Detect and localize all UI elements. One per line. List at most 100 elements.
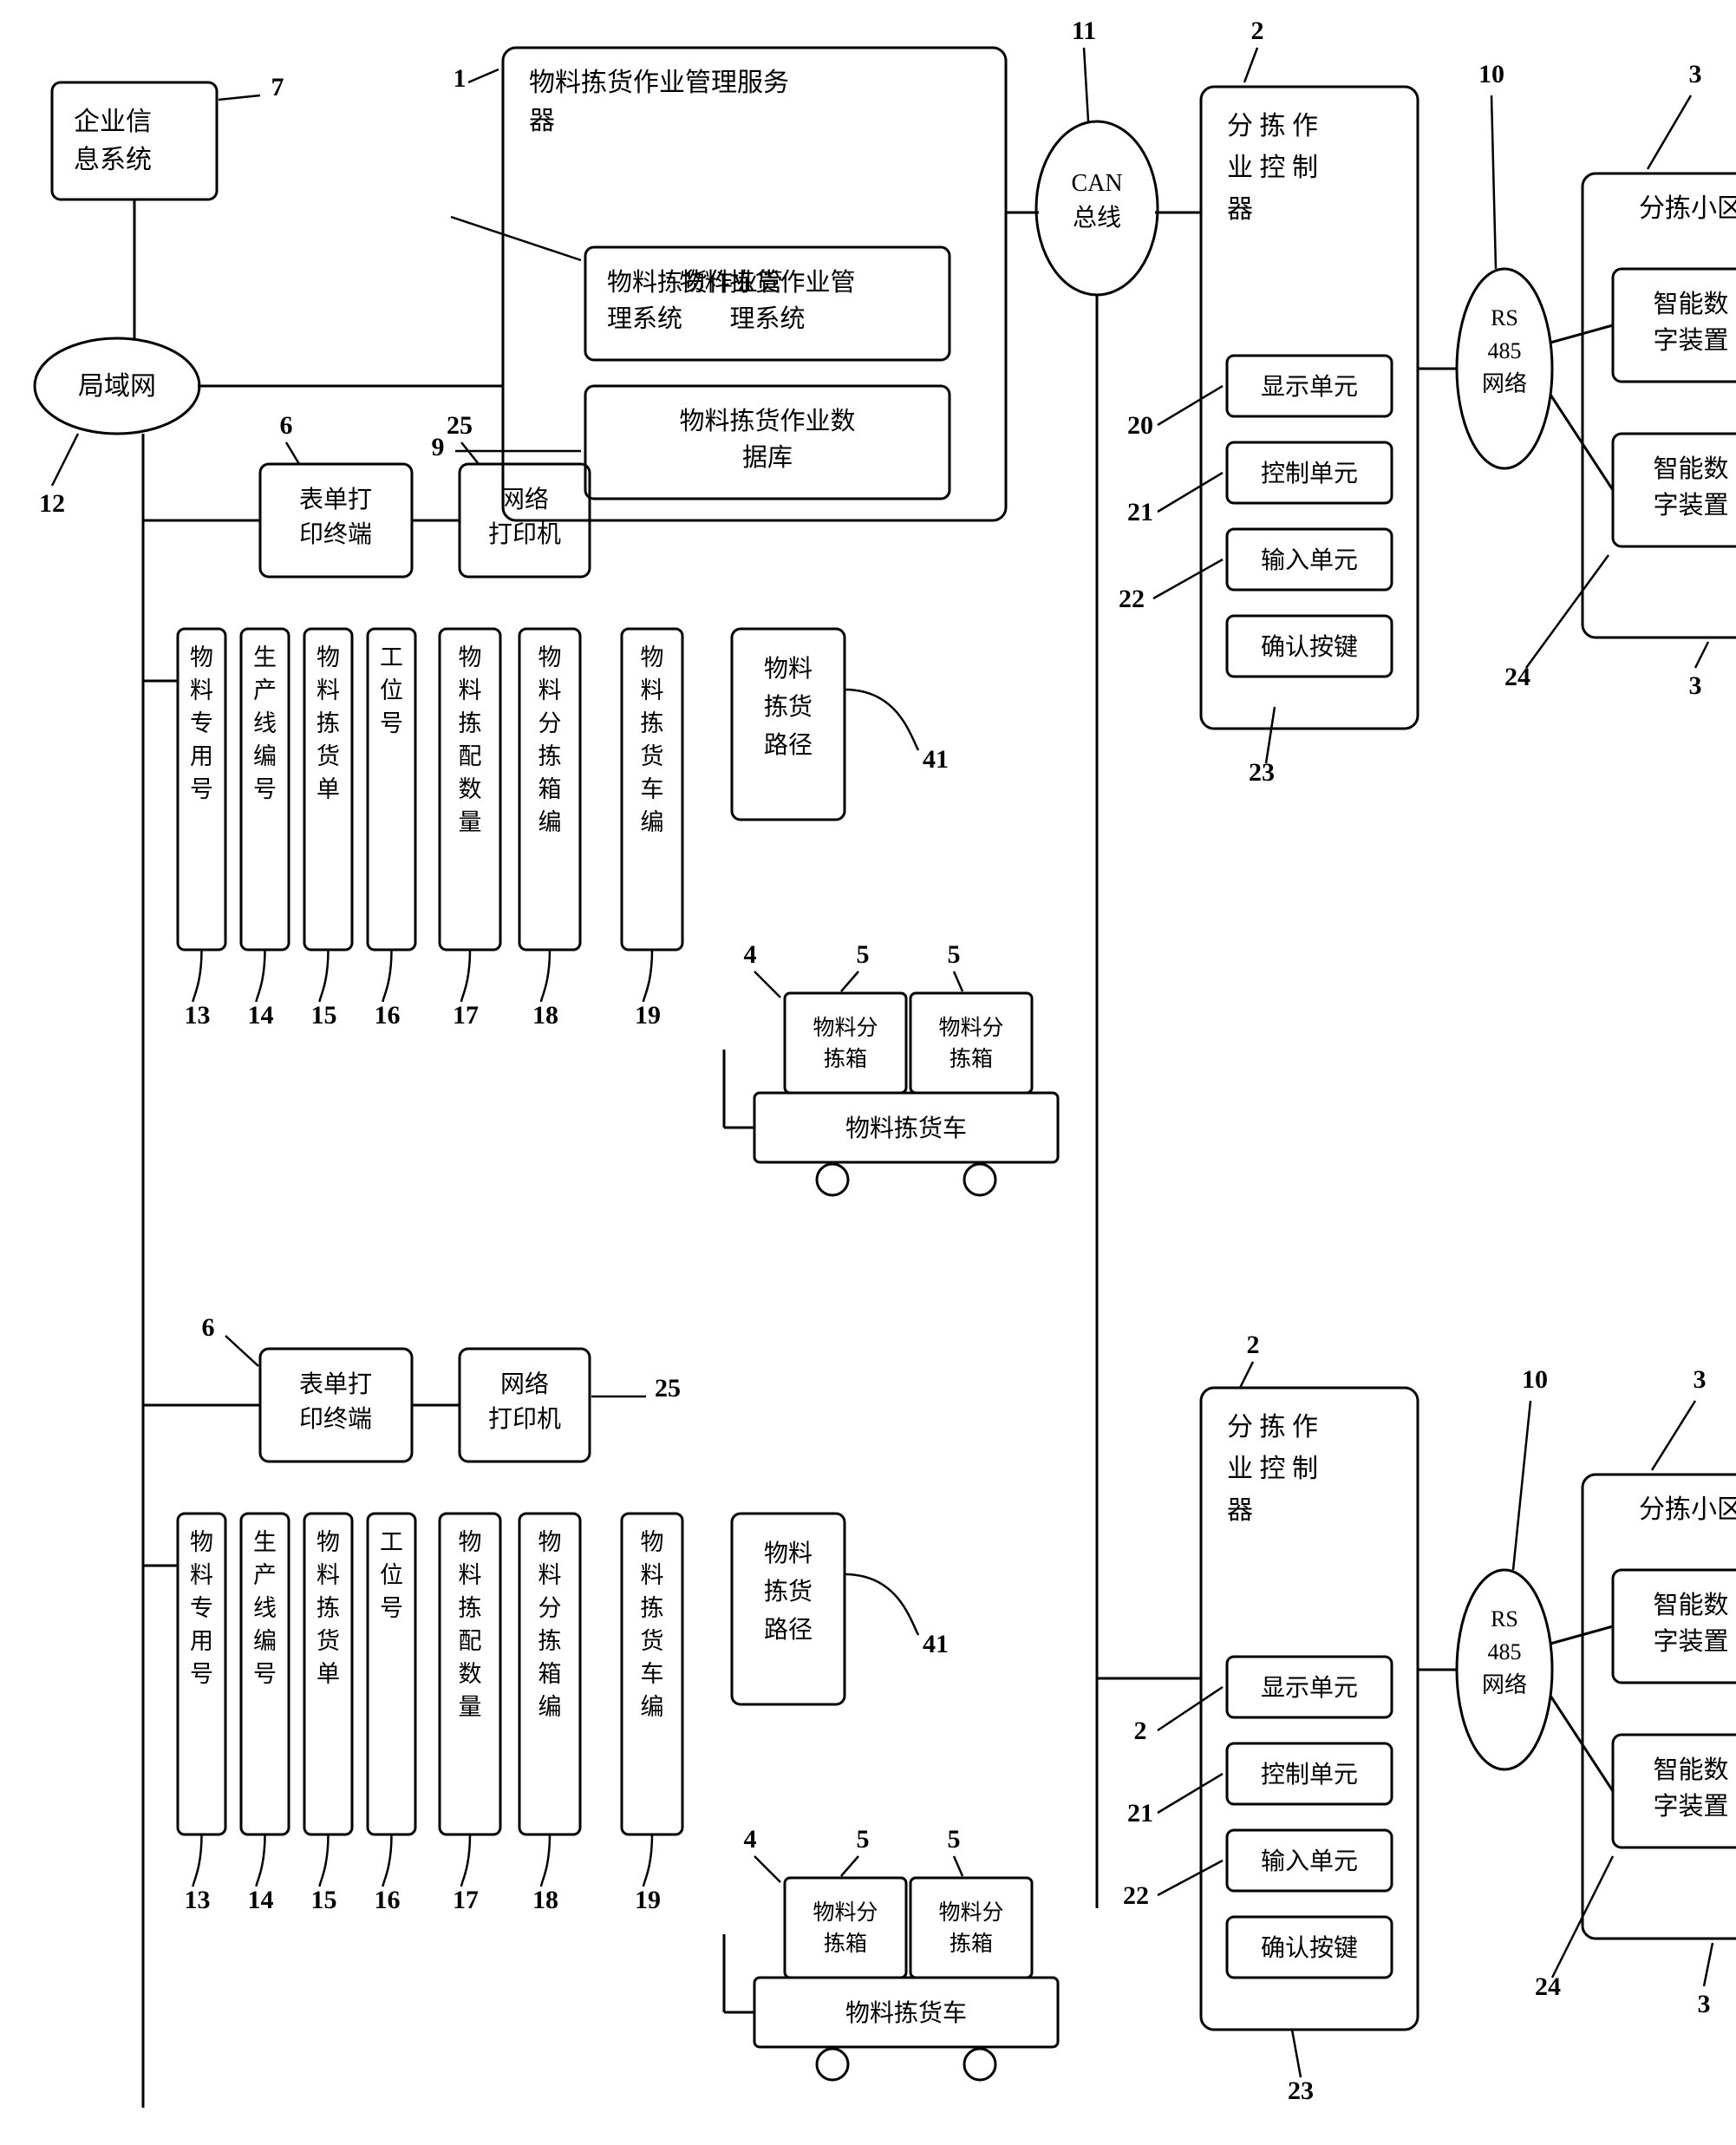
svg-text:物料分拣箱编: 物料分拣箱编 (538, 644, 562, 835)
svg-text:10: 10 (1478, 60, 1504, 88)
svg-text:4: 4 (744, 940, 757, 969)
svg-text:确认按键: 确认按键 (1261, 1934, 1358, 1962)
svg-text:15: 15 (311, 1886, 337, 1914)
smart-device (1613, 1570, 1736, 1683)
svg-text:工位号: 工位号 (380, 644, 403, 736)
svg-text:2: 2 (1134, 1717, 1147, 1745)
svg-text:网络打印机: 网络打印机 (488, 486, 561, 548)
svg-text:24: 24 (1504, 663, 1530, 691)
svg-text:5: 5 (857, 940, 870, 969)
svg-text:物料拣货单: 物料拣货单 (317, 1529, 340, 1687)
sort-controller (1201, 1388, 1418, 2030)
svg-text:智能数字装置: 智能数字装置 (1653, 455, 1728, 520)
svg-text:局域网: 局域网 (78, 372, 156, 401)
rs485-ellipse (1457, 269, 1552, 468)
svg-text:表单打印终端: 表单打印终端 (299, 486, 372, 548)
svg-text:分 拣 作业 控 制器: 分 拣 作业 控 制器 (1227, 112, 1318, 224)
svg-text:21: 21 (1127, 498, 1153, 526)
svg-text:19: 19 (635, 1001, 661, 1030)
svg-text:物料分拣箱: 物料分拣箱 (938, 1016, 1003, 1071)
sort-controller (1201, 87, 1418, 729)
svg-text:显示单元: 显示单元 (1261, 1674, 1358, 1702)
svg-text:智能数字装置: 智能数字装置 (1653, 1756, 1728, 1821)
svg-text:15: 15 (311, 1001, 337, 1030)
svg-text:4: 4 (744, 1825, 757, 1854)
svg-text:物料拣配数量: 物料拣配数量 (459, 1529, 482, 1720)
sort-area (1583, 173, 1736, 638)
network-printer (460, 1349, 590, 1462)
server-db (585, 386, 950, 499)
svg-text:2: 2 (1247, 1331, 1260, 1359)
sorting-box (785, 993, 906, 1093)
svg-text:CAN总线: CAN总线 (1071, 170, 1122, 232)
svg-text:物料拣货路径: 物料拣货路径 (764, 655, 813, 759)
svg-text:生产线编号: 生产线编号 (253, 1529, 277, 1687)
svg-text:RS485网络: RS485网络 (1482, 305, 1527, 396)
svg-text:16: 16 (375, 1886, 401, 1914)
svg-text:物料分拣箱编: 物料分拣箱编 (538, 1529, 562, 1720)
svg-text:14: 14 (248, 1886, 274, 1914)
svg-text:10: 10 (1522, 1365, 1548, 1394)
svg-text:41: 41 (923, 745, 949, 774)
svg-text:物料专用号: 物料专用号 (190, 1529, 213, 1687)
svg-text:物料拣配数量: 物料拣配数量 (459, 644, 482, 835)
sorting-box (910, 993, 1032, 1093)
svg-text:3: 3 (1689, 671, 1702, 700)
svg-text:21: 21 (1127, 1799, 1153, 1828)
svg-text:物料拣货作业管理系统: 物料拣货作业管理系统 (679, 268, 855, 333)
svg-text:RS485网络: RS485网络 (1482, 1606, 1527, 1697)
svg-text:物料拣货单: 物料拣货单 (317, 644, 340, 802)
svg-text:分拣小区: 分拣小区 (1639, 1495, 1736, 1524)
svg-text:物料拣货车: 物料拣货车 (845, 1115, 967, 1142)
svg-text:2: 2 (1251, 16, 1264, 45)
svg-text:23: 23 (1249, 758, 1275, 787)
svg-text:物料拣货作业管理服务器: 物料拣货作业管理服务器 (529, 69, 789, 135)
svg-text:网络打印机: 网络打印机 (488, 1370, 561, 1433)
svg-text:41: 41 (923, 1630, 949, 1658)
svg-text:1: 1 (454, 64, 467, 93)
svg-text:5: 5 (857, 1825, 870, 1854)
sorting-box (785, 1878, 906, 1978)
svg-text:物料拣货车编: 物料拣货车编 (641, 1529, 664, 1720)
svg-text:7: 7 (271, 73, 284, 101)
svg-text:确认按键: 确认按键 (1261, 633, 1358, 661)
server-sys (585, 247, 950, 360)
svg-text:22: 22 (1123, 1881, 1149, 1910)
smart-device (1613, 1735, 1736, 1847)
svg-text:18: 18 (532, 1001, 558, 1030)
svg-text:25: 25 (655, 1374, 681, 1403)
svg-text:分拣小区: 分拣小区 (1639, 194, 1736, 223)
svg-text:显示单元: 显示单元 (1261, 373, 1358, 401)
svg-text:20: 20 (1127, 411, 1153, 440)
svg-text:智能数字装置: 智能数字装置 (1653, 290, 1728, 355)
svg-text:物料拣货车: 物料拣货车 (845, 1999, 967, 2027)
svg-text:3: 3 (1694, 1365, 1707, 1394)
svg-text:13: 13 (185, 1001, 211, 1030)
form-printer-terminal (260, 464, 412, 577)
svg-text:23: 23 (1288, 2076, 1314, 2105)
svg-text:6: 6 (202, 1313, 215, 1342)
svg-text:表单打印终端: 表单打印终端 (299, 1370, 372, 1433)
svg-text:9: 9 (432, 433, 445, 461)
rs485-ellipse (1457, 1570, 1552, 1769)
svg-text:生产线编号: 生产线编号 (253, 644, 277, 802)
smart-device (1613, 434, 1736, 546)
sorting-box (910, 1878, 1032, 1978)
svg-text:24: 24 (1535, 1972, 1561, 2001)
svg-text:14: 14 (248, 1001, 274, 1030)
svg-text:25: 25 (447, 411, 473, 440)
svg-text:11: 11 (1072, 16, 1096, 45)
svg-text:物料分拣箱: 物料分拣箱 (813, 1016, 878, 1071)
svg-text:物料专用号: 物料专用号 (190, 644, 213, 802)
svg-text:17: 17 (453, 1886, 479, 1914)
svg-text:16: 16 (375, 1001, 401, 1030)
svg-text:工位号: 工位号 (380, 1529, 403, 1621)
smart-device (1613, 269, 1736, 382)
svg-text:控制单元: 控制单元 (1261, 1761, 1358, 1789)
svg-text:输入单元: 输入单元 (1261, 1847, 1358, 1875)
svg-text:物料拣货路径: 物料拣货路径 (764, 1540, 813, 1644)
svg-text:企业信息系统: 企业信息系统 (74, 108, 152, 174)
svg-text:18: 18 (532, 1886, 558, 1914)
svg-text:12: 12 (39, 489, 65, 518)
svg-text:物料拣货车编: 物料拣货车编 (641, 644, 664, 835)
